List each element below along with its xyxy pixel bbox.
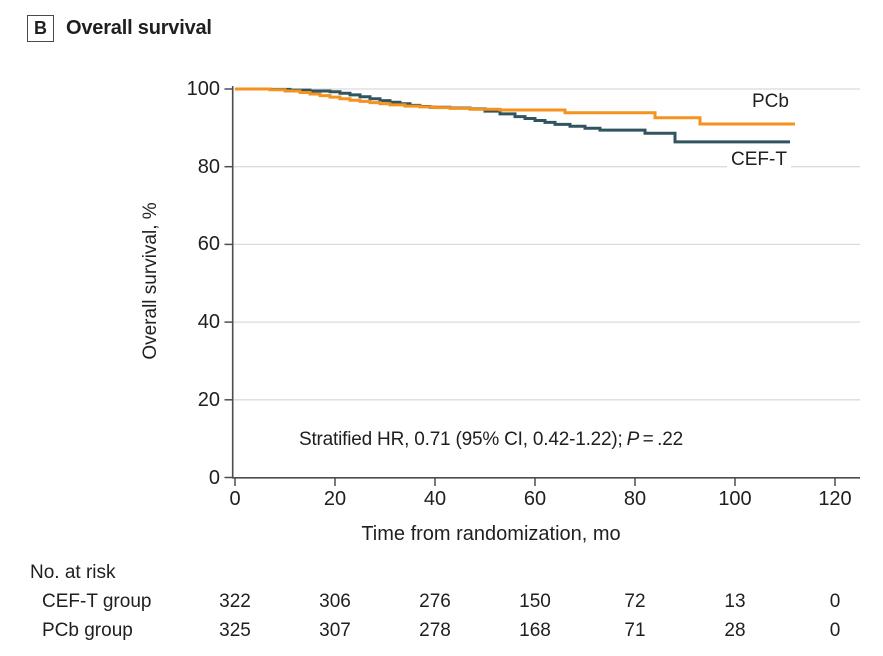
x-tick-label: 60 [523, 488, 547, 510]
x-tick-label: 120 [818, 488, 852, 510]
risk-count: 71 [624, 620, 646, 641]
y-tick-label: 40 [197, 311, 220, 334]
y-tick-label: 80 [197, 155, 220, 178]
risk-row-label: PCb group [42, 620, 133, 641]
risk-count: 150 [519, 591, 551, 612]
risk-count: 306 [319, 591, 351, 612]
p-value-text: = .22 [639, 429, 684, 450]
risk-count: 307 [319, 620, 351, 641]
risk-table-row: PCb group 325 307 278 168 71 28 0 [0, 620, 883, 644]
x-tick-label: 20 [323, 488, 347, 510]
panel-letter: B [27, 15, 54, 42]
series-label-ceft: CEF-T [727, 149, 791, 171]
risk-row-label: CEF-T group [42, 591, 152, 612]
panel-title: Overall survival [66, 17, 212, 39]
risk-count: 0 [829, 620, 841, 641]
risk-count: 325 [219, 620, 251, 641]
x-tick-label: 40 [423, 488, 447, 510]
risk-count: 72 [624, 591, 646, 612]
series-label-pcb: PCb [752, 91, 789, 112]
y-tick-label: 100 [186, 78, 220, 100]
risk-count: 0 [829, 591, 841, 612]
risk-table-row: CEF-T group 322 306 276 150 72 13 0 [0, 591, 883, 615]
risk-count: 168 [519, 620, 551, 641]
y-tick-label: 0 [208, 466, 220, 489]
risk-count: 278 [419, 620, 451, 641]
risk-count: 322 [219, 591, 251, 612]
risk-count: 28 [724, 620, 746, 641]
x-tick-label: 80 [623, 488, 647, 510]
y-axis-title: Overall survival, % [140, 202, 161, 360]
risk-table-heading: No. at risk [30, 562, 116, 583]
hr-annotation-text: Stratified HR, 0.71 (95% CI, 0.42-1.22); [298, 429, 623, 450]
y-tick-label: 20 [197, 388, 220, 411]
risk-count: 276 [419, 591, 451, 612]
x-tick-label: 100 [718, 488, 752, 510]
panel-letter-text: B [34, 18, 47, 38]
risk-count: 13 [724, 591, 746, 612]
x-tick-label: 0 [229, 488, 241, 510]
x-axis-title: Time from randomization, mo [361, 523, 621, 545]
p-value-symbol: P [626, 429, 640, 450]
hr-annotation: Stratified HR, 0.71 (95% CI, 0.42-1.22);… [235, 429, 747, 451]
y-tick-label: 60 [197, 233, 220, 256]
